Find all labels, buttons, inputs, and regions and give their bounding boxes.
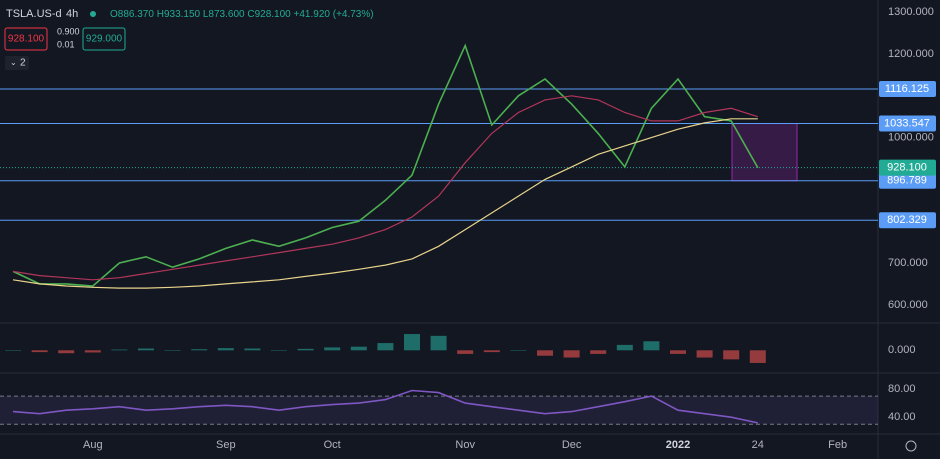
sell-button[interactable] [4,27,48,51]
macd-histogram-bar [696,350,713,358]
level-label: 896.789 [887,175,927,187]
collapsed-count: 2 [20,58,26,69]
series-line [12,95,758,281]
quantity[interactable]: 0.01 [57,39,75,49]
series-line [12,43,759,287]
macd-histogram-bar [84,350,101,353]
macd-histogram-bar [590,350,607,354]
last-price-label: 928.100 [887,162,927,174]
macd-histogram-bar [191,349,208,351]
macd-histogram-bar [297,348,314,351]
macd-histogram-bar [58,350,75,354]
level-label: 1033.547 [884,117,930,129]
series-line [12,118,758,289]
x-tick-label: Nov [455,439,475,451]
macd-histogram-bar [670,350,686,354]
level-label-bg [879,115,936,132]
sell-price: 928.100 [8,34,45,45]
macd-histogram-bar [723,350,740,360]
macd-histogram-bar [138,348,154,351]
high: H933.150 [157,9,201,20]
interval[interactable]: 4h [66,8,78,20]
collapse-toggle[interactable] [5,56,29,70]
macd-histogram-bar [5,350,21,351]
symbol[interactable]: TSLA.US-d [6,8,62,20]
macd-histogram-bar [430,335,447,351]
last-price-bg [879,159,936,176]
macd-histogram-bar [111,349,128,351]
spread: 0.900 [57,26,80,36]
open: O886.370 [110,9,154,20]
change: +41.920 (+4.73%) [294,9,374,20]
level-label-bg [879,172,936,189]
market-status [90,11,96,17]
level-label-bg [879,81,936,98]
macd-histogram-bar [324,347,341,351]
settings-icon[interactable] [905,440,917,452]
macd-histogram-bar [457,350,474,354]
series-line [12,389,758,424]
buy-button[interactable] [82,27,126,51]
macd-histogram-bar [404,334,420,351]
close: C928.100 [247,9,291,20]
y-tick-label: 700.000 [888,257,928,269]
x-tick-label: Dec [562,439,582,451]
y-tick-label: 1300.000 [888,6,934,18]
macd-histogram-bar [164,350,181,351]
range-box [731,123,798,182]
macd-histogram-bar [749,350,766,363]
macd-histogram-bar [483,350,500,353]
macd-histogram-bar [271,350,287,351]
macd-histogram-bar [31,350,48,353]
y-tick-label: 1200.000 [888,48,934,60]
y-tick-label: 1000.000 [888,131,934,143]
x-tick-label: Feb [828,439,847,451]
macd-histogram-bar [244,348,261,351]
y-tick-label: 600.000 [888,299,928,311]
chevron: ⌄ [10,58,17,67]
macd-histogram-bar [537,350,553,356]
y-tick-label: 80.00 [888,383,916,395]
x-tick-label: Aug [83,439,103,451]
macd-histogram-bar [377,343,394,351]
ohlc: O886.370 H933.150 L873.600 C928.100 +41.… [110,9,374,20]
x-tick-label: 24 [752,439,764,451]
macd-histogram-bar [350,346,367,351]
y-tick-label: 0.000 [888,344,916,356]
macd-histogram-bar [510,350,527,351]
macd-histogram-bar [643,341,660,351]
buy-price: 929.000 [86,34,123,45]
x-tick-label: Sep [216,439,236,451]
macd-histogram-bar [217,348,234,351]
level-label: 802.329 [887,214,927,226]
level-label: 1116.125 [885,83,929,95]
low: L873.600 [203,9,245,20]
x-tick-label: Oct [324,439,341,451]
level-label-bg [879,212,936,229]
x-tick-label: 2022 [666,439,690,451]
macd-histogram-bar [616,344,633,351]
macd-histogram-bar [563,350,580,358]
y-tick-label: 40.00 [888,411,916,423]
